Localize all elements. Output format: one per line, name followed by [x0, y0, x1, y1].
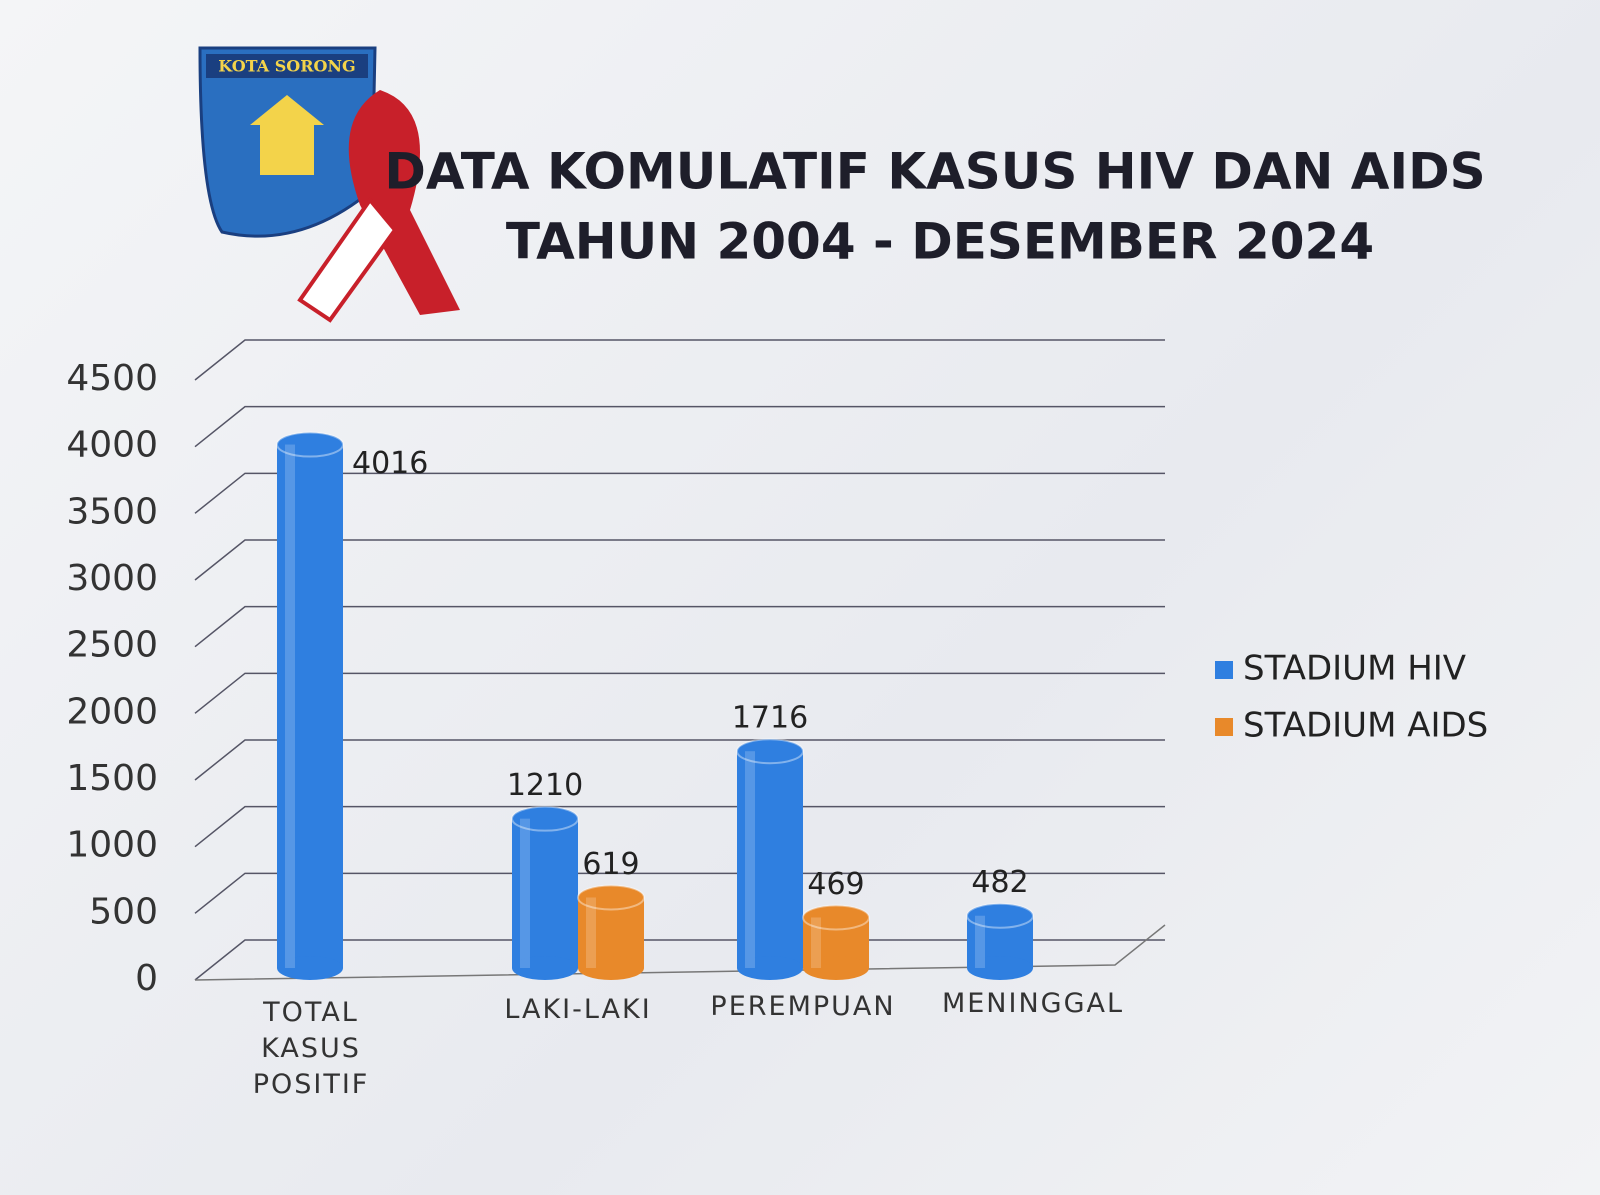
data-label: 619	[582, 847, 639, 882]
y-tick-label: 3500	[66, 491, 158, 532]
y-tick-label: 1500	[66, 758, 158, 799]
bar	[577, 884, 645, 980]
x-tick-label: TOTAL KASUS POSITIF	[252, 997, 370, 1100]
bar	[736, 738, 804, 980]
y-tick-label: 0	[135, 958, 158, 999]
bar	[511, 805, 579, 980]
legend-label: STADIUM AIDS	[1243, 706, 1488, 746]
x-tick-label: PEREMPUAN	[710, 991, 896, 1022]
grid-line	[194, 739, 1165, 781]
x-tick-label: MENINGGAL	[941, 988, 1125, 1019]
grid-line	[194, 339, 1165, 381]
bar	[276, 431, 344, 980]
bar	[966, 902, 1034, 980]
y-tick-label: 4000	[66, 425, 158, 466]
x-tick-label: LAKI-LAKI	[504, 994, 652, 1025]
y-tick-label: 1000	[66, 825, 158, 866]
chart-subtitle: TAHUN 2004 - DESEMBER 2024	[506, 213, 1374, 271]
data-label: 4016	[352, 446, 428, 481]
y-tick-label: 3000	[66, 558, 158, 599]
grid-line	[194, 605, 1165, 648]
floor	[194, 924, 1166, 981]
y-tick-label: 500	[89, 891, 158, 932]
grid-line	[194, 405, 1165, 448]
y-tick-label: 2000	[66, 691, 158, 732]
logo-text: KOTA SORONG	[218, 57, 355, 76]
grid-line	[194, 472, 1165, 514]
legend-swatch	[1215, 718, 1233, 736]
data-label: 1716	[732, 701, 808, 736]
legend-label: STADIUM HIV	[1243, 649, 1466, 689]
grid-line	[194, 805, 1165, 848]
logo: KOTA SORONG	[198, 46, 460, 323]
bar	[802, 904, 870, 980]
grid-line	[194, 539, 1165, 581]
grid-line	[194, 672, 1165, 714]
chart-title: DATA KOMULATIF KASUS HIV DAN AIDS	[384, 143, 1485, 201]
data-label: 469	[807, 867, 864, 902]
data-label: 482	[971, 865, 1028, 900]
grid-line	[194, 872, 1165, 914]
y-tick-label: 2500	[66, 625, 158, 666]
y-tick-label: 4500	[66, 358, 158, 399]
data-label: 1210	[507, 768, 583, 803]
legend-swatch	[1215, 661, 1233, 679]
